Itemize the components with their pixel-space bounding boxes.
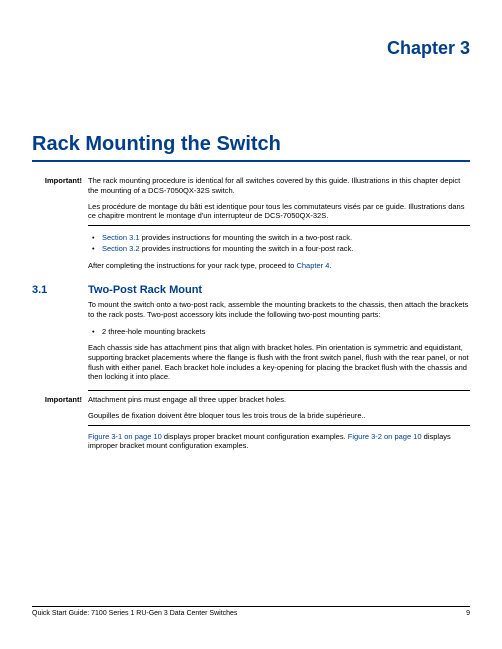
page-footer: Quick Start Guide: 7100 Series 1 RU-Gen …	[32, 606, 470, 617]
section-bullet-2: Section 3.2 provides instructions for mo…	[88, 243, 470, 254]
important-block-2: Important! Attachment pins must engage a…	[32, 395, 470, 421]
sec31-p2: Each chassis side has attachment pins th…	[88, 343, 470, 382]
important2-p2: Goupilles de fixation doivent être bloqu…	[88, 411, 470, 421]
chapter-label: Chapter 3	[32, 38, 470, 59]
important-label: Important!	[32, 395, 88, 421]
important2-p1: Attachment pins must engage all three up…	[88, 395, 470, 405]
divider	[88, 425, 470, 426]
important-label: Important!	[32, 176, 88, 221]
figure-refs-text: Figure 3-1 on page 10 displays proper br…	[88, 432, 470, 452]
sec31-bullets: 2 three-hole mounting brackets	[88, 326, 470, 337]
section-links: Section 3.1 provides instructions for mo…	[32, 232, 470, 270]
link-figure-3-2[interactable]: Figure 3-2 on page 10	[348, 432, 422, 441]
after-bullets-text: After completing the instructions for yo…	[88, 261, 470, 271]
footer-page-number: 9	[466, 610, 470, 617]
section-bullet-1: Section 3.1 provides instructions for mo…	[88, 232, 470, 243]
important1-p2: Les procédure de montage du bâti est ide…	[88, 202, 470, 222]
page: Chapter 3 Rack Mounting the Switch Impor…	[0, 0, 502, 649]
footer-rule	[32, 606, 470, 607]
footer-left: Quick Start Guide: 7100 Series 1 RU-Gen …	[32, 610, 237, 617]
important-block-1: Important! The rack mounting procedure i…	[32, 176, 470, 221]
important-body: The rack mounting procedure is identical…	[88, 176, 470, 221]
link-chapter-4[interactable]: Chapter 4	[296, 261, 329, 270]
divider	[88, 390, 470, 391]
chapter-title-rule	[32, 160, 470, 162]
link-section-3-2[interactable]: Section 3.2	[102, 244, 140, 253]
important1-p1: The rack mounting procedure is identical…	[88, 176, 470, 196]
link-figure-3-1[interactable]: Figure 3-1 on page 10	[88, 432, 162, 441]
link-section-3-1[interactable]: Section 3.1	[102, 233, 140, 242]
chapter-title: Rack Mounting the Switch	[32, 133, 470, 156]
figure-refs: Figure 3-1 on page 10 displays proper br…	[32, 432, 470, 452]
section-3-1: 3.1 Two-Post Rack Mount To mount the swi…	[32, 284, 470, 382]
section-title: Two-Post Rack Mount	[88, 284, 470, 296]
section-number: 3.1	[32, 284, 88, 382]
divider	[88, 225, 470, 226]
section-bullet-list: Section 3.1 provides instructions for mo…	[88, 232, 470, 255]
bullet1-text: provides instructions for mounting the s…	[140, 233, 353, 242]
sec31-p1: To mount the switch onto a two-post rack…	[88, 300, 470, 320]
sec31-bullet: 2 three-hole mounting brackets	[88, 326, 470, 337]
bullet2-text: provides instructions for mounting the s…	[140, 244, 354, 253]
